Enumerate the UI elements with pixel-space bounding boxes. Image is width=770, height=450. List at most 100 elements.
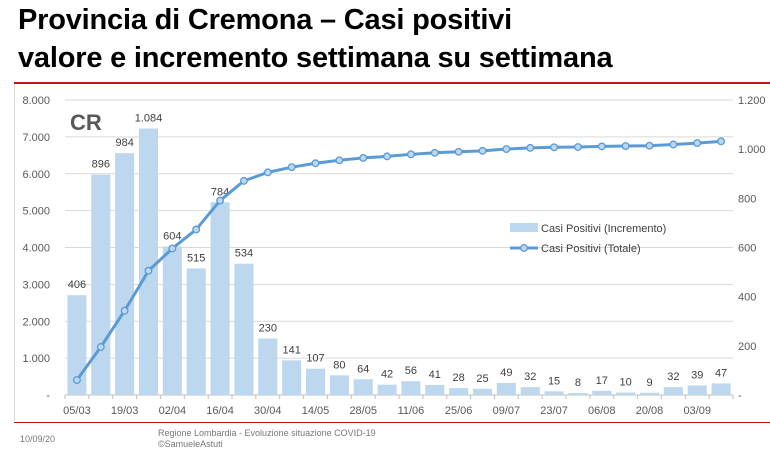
left-axis-tick-label: 1.000 [22, 353, 50, 365]
bar-data-label: 32 [524, 371, 536, 383]
total-point [526, 143, 535, 152]
right-axis-tick-label: 200 [738, 341, 756, 353]
bar [401, 381, 421, 395]
left-axis-tick-label: 6.000 [22, 169, 50, 181]
bar-data-label: 534 [235, 248, 253, 260]
total-point [144, 266, 153, 275]
bar [91, 174, 111, 395]
right-axis-tick-label: 1.000 [738, 144, 766, 156]
right-axis-tick-label: - [738, 390, 742, 402]
bar-data-label: 32 [667, 371, 679, 383]
total-point [120, 306, 129, 315]
right-axis-tick-label: 800 [738, 193, 756, 205]
bar-data-label: 10 [620, 377, 632, 389]
x-axis-tick-label: 19/03 [111, 405, 139, 417]
bar-data-label: 8 [575, 377, 581, 389]
left-axis-tick-label: 7.000 [22, 132, 50, 144]
x-axis-tick-label: 25/06 [445, 405, 473, 417]
bar [496, 382, 516, 395]
total-point [502, 145, 511, 153]
bar [663, 387, 683, 395]
legend-swatch-marker [520, 244, 528, 252]
footer-divider [14, 422, 770, 423]
bar-data-label: 39 [691, 369, 703, 381]
x-axis-tick-label: 03/09 [683, 405, 711, 417]
left-axis-tick-label: 2.000 [22, 316, 50, 328]
bar-data-label: 515 [187, 252, 205, 264]
bar [258, 338, 278, 395]
bar-data-label: 49 [500, 367, 512, 379]
bar [186, 268, 206, 395]
x-axis-tick-label: 05/03 [63, 405, 91, 417]
bar [67, 295, 87, 395]
bar-data-label: 56 [405, 365, 417, 377]
bar [616, 392, 636, 395]
x-axis-tick-label: 20/08 [636, 405, 664, 417]
bar-data-label: 984 [115, 137, 133, 149]
bar [687, 385, 707, 395]
bar-data-label: 406 [68, 279, 86, 291]
bar [592, 390, 612, 395]
total-point [263, 168, 272, 177]
total-point [168, 244, 177, 253]
bar-data-label: 107 [306, 353, 324, 365]
x-axis-tick-label: 28/05 [349, 405, 377, 417]
footer-author: ©SamueleAstuti [158, 439, 223, 449]
bar-data-label: 17 [596, 375, 608, 387]
bar-data-label: 141 [282, 344, 300, 356]
bar-data-label: 1.084 [135, 113, 163, 125]
x-axis-tick-label: 02/04 [159, 405, 187, 417]
x-axis-tick-label: 30/04 [254, 405, 282, 417]
x-axis-tick-label: 16/04 [206, 405, 234, 417]
total-point [573, 143, 582, 151]
total-point [383, 152, 392, 161]
total-point [192, 225, 201, 234]
region-badge: CR [70, 110, 102, 135]
bar [472, 388, 493, 395]
left-axis-tick-label: - [46, 390, 50, 402]
total-point [693, 139, 702, 148]
slide-title-line1: Provincia di Cremona – Casi positivi [18, 4, 513, 36]
total-point [550, 143, 559, 152]
legend-label-bar: Casi Positivi (Incremento) [541, 223, 666, 235]
bar-data-label: 80 [333, 359, 345, 371]
total-point [717, 137, 726, 146]
total-point [406, 150, 415, 159]
total-point [359, 153, 368, 162]
legend-swatch-bar [510, 223, 538, 232]
bar [353, 379, 373, 395]
title-divider [14, 82, 770, 84]
total-point [335, 156, 344, 165]
bar-data-label: 64 [357, 363, 369, 375]
left-axis-tick-label: 8.000 [22, 95, 50, 107]
total-point [478, 146, 487, 155]
bar-data-label: 47 [715, 367, 727, 379]
bar [639, 392, 660, 395]
footer-source: Regione Lombardia - Evoluzione situazion… [158, 428, 376, 450]
bar-data-label: 604 [163, 231, 181, 243]
bar [377, 384, 397, 395]
bar-data-label: 28 [453, 372, 465, 384]
bar [544, 391, 564, 395]
slide-title-line2: valore e incremento settimana su settima… [18, 42, 613, 74]
left-axis-tick-label: 5.000 [22, 206, 50, 218]
bar [520, 387, 540, 395]
x-axis-tick-label: 14/05 [302, 405, 330, 417]
x-axis-tick-label: 11/06 [398, 405, 425, 417]
bar-data-label: 15 [548, 375, 560, 387]
right-axis-tick-label: 1.200 [738, 95, 766, 107]
bar [210, 202, 230, 395]
total-point [311, 159, 320, 168]
right-axis-tick-label: 400 [738, 292, 756, 304]
bar-data-label: 230 [259, 322, 277, 334]
x-axis-tick-label: 06/08 [588, 405, 616, 417]
total-point [239, 176, 248, 185]
total-point [72, 376, 81, 384]
bar [162, 246, 182, 395]
left-axis-tick-label: 4.000 [22, 243, 50, 255]
total-point [621, 142, 630, 150]
total-point [669, 140, 678, 149]
legend-label-line: Casi Positivi (Totale) [541, 243, 641, 255]
bar [711, 383, 731, 395]
